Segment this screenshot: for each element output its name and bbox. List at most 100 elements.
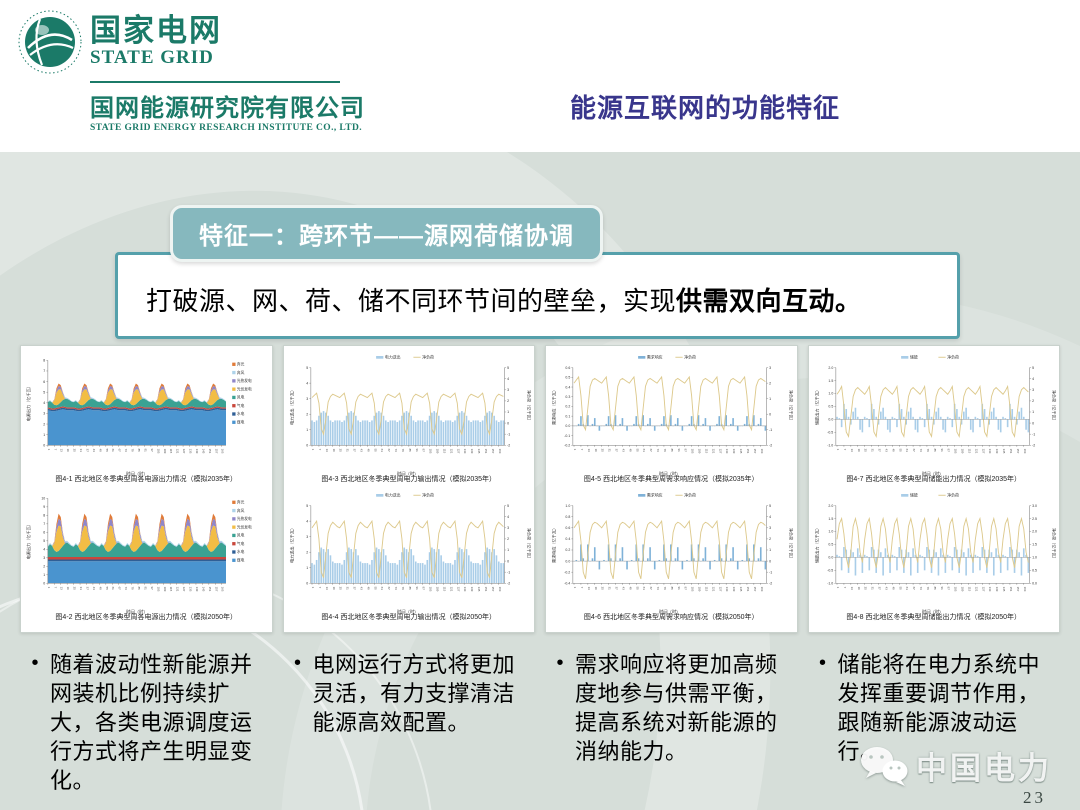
svg-text:157: 157 xyxy=(753,449,757,454)
svg-text:电力送出: 电力送出 xyxy=(384,354,400,359)
svg-text:2: 2 xyxy=(507,399,509,403)
svg-text:25: 25 xyxy=(73,449,77,453)
svg-text:2: 2 xyxy=(43,422,45,426)
svg-text:49: 49 xyxy=(98,449,102,453)
svg-text:103: 103 xyxy=(156,586,160,591)
slide-body: 特征一：跨环节——源网荷储协调 打破源、网、荷、储不同环节间的壁垒，实现供需双向… xyxy=(0,152,1080,810)
svg-text:1: 1 xyxy=(836,449,840,451)
svg-text:79: 79 xyxy=(400,449,404,453)
svg-text:61: 61 xyxy=(905,586,909,590)
svg-text:1: 1 xyxy=(43,433,45,437)
svg-text:19: 19 xyxy=(331,586,335,590)
svg-text:3: 3 xyxy=(306,397,308,401)
bullet-item-demand: • 需求响应将更加高频度地参与供需平衡，提高系统对新能源的消纳能力。 xyxy=(545,650,798,795)
svg-text:19: 19 xyxy=(856,586,860,590)
statement-box: 打破源、网、荷、储不同环节间的壁垒，实现供需双向互动。 xyxy=(115,252,960,339)
svg-text:4: 4 xyxy=(306,519,308,523)
svg-text:7: 7 xyxy=(53,586,57,588)
svg-text:-1.0: -1.0 xyxy=(827,444,833,448)
bullet-marker: • xyxy=(556,652,564,674)
institute-cn-text: 国网能源研究院有限公司 xyxy=(90,95,365,122)
svg-text:13: 13 xyxy=(587,586,591,590)
svg-text:19: 19 xyxy=(331,449,335,453)
svg-text:0.2: 0.2 xyxy=(565,548,570,552)
svg-text:4: 4 xyxy=(43,547,45,551)
svg-text:97: 97 xyxy=(946,586,950,590)
svg-text:31: 31 xyxy=(345,586,349,590)
svg-text:6: 6 xyxy=(43,530,45,534)
svg-text:115: 115 xyxy=(704,449,708,454)
svg-text:净负荷: 净负荷 xyxy=(684,492,696,497)
svg-text:121: 121 xyxy=(449,449,453,454)
svg-text:103: 103 xyxy=(691,449,695,454)
svg-text:163: 163 xyxy=(497,586,501,591)
svg-text:31: 31 xyxy=(79,449,83,453)
svg-text:43: 43 xyxy=(359,586,363,590)
svg-text:121: 121 xyxy=(711,449,715,454)
svg-text:0.0: 0.0 xyxy=(828,555,833,559)
svg-text:43: 43 xyxy=(884,586,888,590)
svg-text:7: 7 xyxy=(580,586,584,588)
svg-text:115: 115 xyxy=(442,586,446,591)
svg-text:151: 151 xyxy=(746,449,750,454)
svg-text:145: 145 xyxy=(477,449,481,454)
svg-text:13: 13 xyxy=(324,586,328,590)
svg-text:121: 121 xyxy=(974,449,978,454)
bullet-item-storage: • 储能将在电力系统中发挥重要调节作用，跟随新能源波动运行。 xyxy=(808,650,1061,795)
svg-text:43: 43 xyxy=(621,586,625,590)
svg-text:139: 139 xyxy=(732,586,736,591)
svg-text:97: 97 xyxy=(150,449,154,453)
svg-text:85: 85 xyxy=(137,586,141,590)
svg-text:0: 0 xyxy=(43,581,45,585)
svg-text:13: 13 xyxy=(587,449,591,453)
svg-text:37: 37 xyxy=(615,449,619,453)
svg-text:85: 85 xyxy=(407,586,411,590)
svg-text:91: 91 xyxy=(939,449,943,453)
svg-text:0.0: 0.0 xyxy=(828,418,833,422)
svg-text:5: 5 xyxy=(769,504,771,508)
svg-text:163: 163 xyxy=(1022,449,1026,454)
svg-text:109: 109 xyxy=(698,586,702,591)
svg-text:145: 145 xyxy=(1002,586,1006,591)
svg-text:157: 157 xyxy=(490,586,494,591)
svg-text:127: 127 xyxy=(182,449,186,454)
statement-prefix: 打破源、网、荷、储不同环节间的壁垒，实现 xyxy=(146,286,677,316)
svg-text:97: 97 xyxy=(946,449,950,453)
svg-text:7: 7 xyxy=(842,449,846,451)
svg-text:净负荷: 净负荷 xyxy=(947,492,959,497)
svg-text:-1: -1 xyxy=(507,570,510,574)
chart-fig4-3: 0 1 2 3 4 5 -2 -1 0 1 2 3 4 5 1 7 13 19 25 31 37 43 49 55 61 67 73… xyxy=(286,350,533,478)
bullet-text: 需求响应将更加高频度地参与供需平衡，提高系统对新能源的消纳能力。 xyxy=(575,652,778,765)
svg-text:127: 127 xyxy=(718,586,722,591)
svg-text:1: 1 xyxy=(573,449,577,451)
svg-text:121: 121 xyxy=(176,586,180,591)
svg-text:净负荷: 净负荷 xyxy=(684,354,696,359)
bullet-marker: • xyxy=(31,652,39,674)
svg-text:1.5: 1.5 xyxy=(828,517,833,521)
svg-text:67: 67 xyxy=(649,449,653,453)
svg-text:109: 109 xyxy=(435,449,439,454)
svg-text:19: 19 xyxy=(594,586,598,590)
svg-text:61: 61 xyxy=(905,449,909,453)
chart-fig4-7: -1.0 -0.5 0.0 0.5 1.0 1.5 2.0 -2 -1 0 1 2 3 4 5 1 7 13 19 2… xyxy=(811,350,1058,478)
svg-text:109: 109 xyxy=(698,449,702,454)
svg-text:3: 3 xyxy=(43,412,45,416)
svg-text:4: 4 xyxy=(507,377,509,381)
chart-fig4-4: 0 1 2 3 4 5 -2 -1 0 1 2 3 4 5 1 7 13 19 25 31 37 43 49 55 61 67 73… xyxy=(286,488,533,616)
svg-text:水电: 水电 xyxy=(237,411,245,416)
svg-text:151: 151 xyxy=(208,586,212,591)
svg-text:67: 67 xyxy=(387,449,391,453)
svg-text:净负荷（亿千瓦）: 净负荷（亿千瓦） xyxy=(788,390,794,423)
svg-text:139: 139 xyxy=(470,586,474,591)
institute-en-text: STATE GRID ENERGY RESEARCH INSTITUTE CO.… xyxy=(90,123,363,133)
svg-text:气电: 气电 xyxy=(237,403,245,408)
svg-text:19: 19 xyxy=(856,449,860,453)
svg-text:115: 115 xyxy=(967,449,971,454)
svg-text:2.0: 2.0 xyxy=(1032,530,1037,534)
svg-text:5: 5 xyxy=(43,539,45,543)
svg-text:145: 145 xyxy=(739,586,743,591)
svg-text:115: 115 xyxy=(169,586,173,591)
svg-text:光热发电: 光热发电 xyxy=(237,516,252,521)
svg-text:1: 1 xyxy=(306,566,308,570)
svg-text:2: 2 xyxy=(306,550,308,554)
